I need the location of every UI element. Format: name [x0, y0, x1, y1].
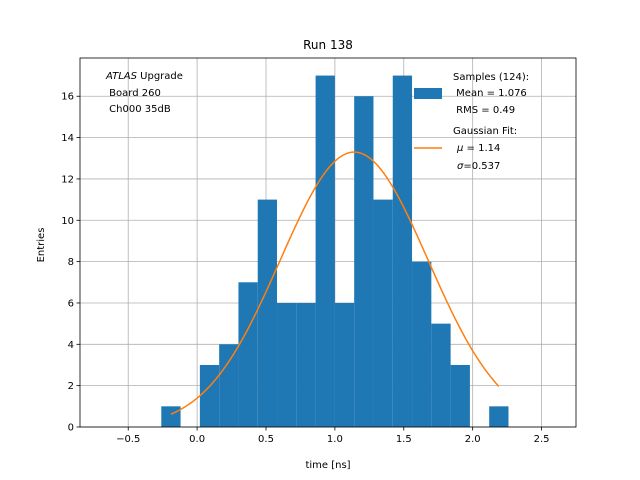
- legend: Samples (124): Mean = 1.076 RMS = 0.49 G…: [414, 72, 529, 172]
- x-tick-label: 1.0: [327, 434, 343, 445]
- histogram-bar: [489, 406, 509, 427]
- histogram-bar: [219, 344, 239, 427]
- legend-fit-sigma: σ=0.537: [457, 161, 500, 172]
- legend-samples-mean: Mean = 1.076: [453, 88, 527, 99]
- x-tick-label: −0.5: [116, 434, 140, 445]
- x-tick-label: 2.5: [534, 434, 550, 445]
- legend-samples-rms: RMS = 0.49: [453, 105, 515, 116]
- y-tick-label: 16: [61, 92, 74, 103]
- legend-fit-mu: μ = 1.14: [456, 143, 500, 154]
- y-tick-label: 4: [68, 340, 74, 351]
- histogram-bar: [354, 96, 374, 427]
- histogram-bar: [296, 302, 316, 427]
- histogram-bar: [412, 261, 432, 427]
- chart-title: Run 138: [303, 38, 353, 52]
- annotation-line-1: ATLAS Upgrade: [105, 71, 183, 82]
- y-tick-label: 6: [68, 298, 74, 309]
- gaussian-fit-curve: [170, 151, 500, 415]
- legend-samples-label: Samples (124):: [453, 72, 529, 83]
- legend-samples-swatch: [414, 88, 442, 99]
- histogram-bar: [450, 364, 470, 427]
- histogram-bar: [199, 364, 220, 427]
- histogram-bar: [277, 302, 297, 427]
- x-tick-label: 2.0: [465, 434, 481, 445]
- histogram-bar: [315, 75, 335, 428]
- axes-frame: [79, 57, 577, 428]
- annotation-line-2: Board 260: [106, 88, 161, 99]
- annotation-box: ATLAS Upgrade Board 260 Ch000 35dB: [105, 71, 183, 115]
- histogram-bar: [161, 406, 181, 427]
- annotation-line-3: Ch000 35dB: [106, 104, 171, 115]
- x-axis-label: time [ns]: [305, 460, 350, 471]
- histogram-bar: [238, 282, 258, 427]
- y-axis-ticks: 0 2 4 6 8 10 12 14 16: [61, 92, 80, 434]
- histogram-bar: [334, 302, 355, 427]
- histogram-bar: [431, 323, 451, 427]
- y-tick-label: 14: [61, 133, 74, 144]
- x-axis-ticks: −0.5 0.0 0.5 1.0 1.5 2.0 2.5: [116, 427, 550, 445]
- y-tick-label: 8: [68, 257, 74, 268]
- y-tick-label: 2: [68, 381, 74, 392]
- x-tick-label: 0.0: [189, 434, 205, 445]
- y-tick-label: 10: [61, 216, 74, 227]
- y-tick-label: 12: [61, 174, 74, 185]
- histogram-bar: [392, 75, 413, 428]
- y-tick-label: 0: [68, 423, 74, 434]
- histogram-bar: [257, 199, 278, 427]
- histogram-bar: [373, 199, 393, 427]
- y-axis-label: Entries: [36, 228, 47, 263]
- x-tick-label: 0.5: [258, 434, 274, 445]
- legend-fit-label: Gaussian Fit:: [453, 126, 517, 137]
- x-tick-label: 1.5: [396, 434, 412, 445]
